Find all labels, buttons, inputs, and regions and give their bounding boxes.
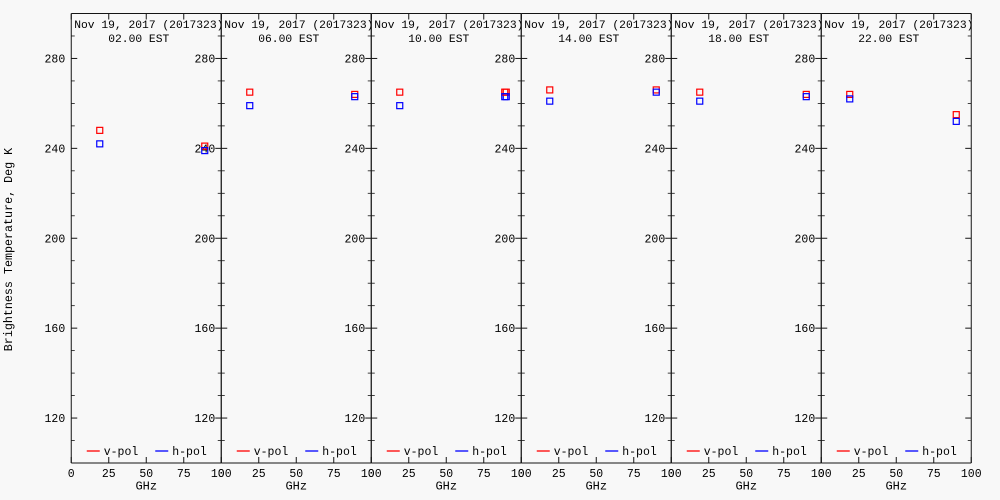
svg-text:200: 200 xyxy=(645,233,666,246)
svg-text:75: 75 xyxy=(477,468,491,481)
svg-text:GHz: GHz xyxy=(435,480,457,494)
svg-text:280: 280 xyxy=(645,53,666,66)
svg-text:v-pol: v-pol xyxy=(854,446,889,459)
svg-text:h-pol: h-pol xyxy=(322,446,357,459)
svg-text:0: 0 xyxy=(518,468,525,481)
svg-text:v-pol: v-pol xyxy=(704,446,739,459)
svg-text:25: 25 xyxy=(402,468,416,481)
svg-text:240: 240 xyxy=(795,143,816,156)
svg-text:h-pol: h-pol xyxy=(622,446,657,459)
svg-text:Nov 19, 2017 (2017323): Nov 19, 2017 (2017323) xyxy=(374,20,523,32)
svg-text:240: 240 xyxy=(495,143,516,156)
svg-text:200: 200 xyxy=(45,233,66,246)
svg-text:h-pol: h-pol xyxy=(172,446,207,459)
svg-text:160: 160 xyxy=(645,323,666,336)
svg-text:h-pol: h-pol xyxy=(772,446,807,459)
svg-text:GHz: GHz xyxy=(885,480,907,494)
svg-text:280: 280 xyxy=(795,53,816,66)
svg-text:200: 200 xyxy=(345,233,366,246)
svg-text:GHz: GHz xyxy=(285,480,307,494)
svg-text:240: 240 xyxy=(195,143,216,156)
svg-text:120: 120 xyxy=(795,413,816,426)
svg-text:25: 25 xyxy=(852,468,866,481)
svg-text:h-pol: h-pol xyxy=(922,446,957,459)
svg-text:240: 240 xyxy=(645,143,666,156)
svg-text:14.00 EST: 14.00 EST xyxy=(558,34,619,46)
svg-text:200: 200 xyxy=(495,233,516,246)
svg-text:120: 120 xyxy=(645,413,666,426)
svg-text:75: 75 xyxy=(627,468,641,481)
svg-text:v-pol: v-pol xyxy=(554,446,589,459)
svg-text:22.00 EST: 22.00 EST xyxy=(858,34,919,46)
svg-text:160: 160 xyxy=(195,323,216,336)
svg-text:Nov 19, 2017 (2017323): Nov 19, 2017 (2017323) xyxy=(74,20,223,32)
svg-text:0: 0 xyxy=(368,468,375,481)
svg-text:25: 25 xyxy=(702,468,716,481)
svg-text:Nov 19, 2017 (2017323): Nov 19, 2017 (2017323) xyxy=(674,20,823,32)
svg-text:200: 200 xyxy=(195,233,216,246)
svg-text:25: 25 xyxy=(102,468,116,481)
svg-text:0: 0 xyxy=(668,468,675,481)
svg-text:160: 160 xyxy=(495,323,516,336)
svg-text:GHz: GHz xyxy=(735,480,757,494)
svg-text:75: 75 xyxy=(777,468,791,481)
svg-text:120: 120 xyxy=(45,413,66,426)
svg-text:Nov 19, 2017 (2017323): Nov 19, 2017 (2017323) xyxy=(824,20,973,32)
svg-text:Nov 19, 2017 (2017323): Nov 19, 2017 (2017323) xyxy=(224,20,373,32)
svg-text:25: 25 xyxy=(252,468,266,481)
svg-text:Brightness Temperature, Deg K: Brightness Temperature, Deg K xyxy=(2,148,16,351)
svg-text:0: 0 xyxy=(68,468,75,481)
svg-text:v-pol: v-pol xyxy=(254,446,289,459)
svg-text:25: 25 xyxy=(552,468,566,481)
svg-text:0: 0 xyxy=(818,468,825,481)
svg-text:160: 160 xyxy=(45,323,66,336)
svg-text:200: 200 xyxy=(795,233,816,246)
svg-text:10.00 EST: 10.00 EST xyxy=(408,34,469,46)
svg-text:75: 75 xyxy=(177,468,191,481)
svg-text:280: 280 xyxy=(195,53,216,66)
svg-text:280: 280 xyxy=(345,53,366,66)
svg-text:06.00 EST: 06.00 EST xyxy=(258,34,319,46)
svg-text:h-pol: h-pol xyxy=(472,446,507,459)
svg-text:75: 75 xyxy=(927,468,941,481)
svg-text:75: 75 xyxy=(327,468,341,481)
svg-text:v-pol: v-pol xyxy=(404,446,439,459)
svg-text:280: 280 xyxy=(495,53,516,66)
svg-text:280: 280 xyxy=(45,53,66,66)
svg-text:120: 120 xyxy=(345,413,366,426)
svg-text:02.00 EST: 02.00 EST xyxy=(108,34,169,46)
svg-text:240: 240 xyxy=(345,143,366,156)
svg-text:18.00 EST: 18.00 EST xyxy=(708,34,769,46)
svg-text:0: 0 xyxy=(218,468,225,481)
svg-text:GHz: GHz xyxy=(585,480,607,494)
svg-text:240: 240 xyxy=(45,143,66,156)
svg-text:120: 120 xyxy=(195,413,216,426)
svg-text:v-pol: v-pol xyxy=(104,446,139,459)
svg-text:160: 160 xyxy=(345,323,366,336)
svg-text:GHz: GHz xyxy=(135,480,157,494)
svg-text:160: 160 xyxy=(795,323,816,336)
svg-text:Nov 19, 2017 (2017323): Nov 19, 2017 (2017323) xyxy=(524,20,673,32)
svg-text:120: 120 xyxy=(495,413,516,426)
svg-text:100: 100 xyxy=(961,468,982,481)
